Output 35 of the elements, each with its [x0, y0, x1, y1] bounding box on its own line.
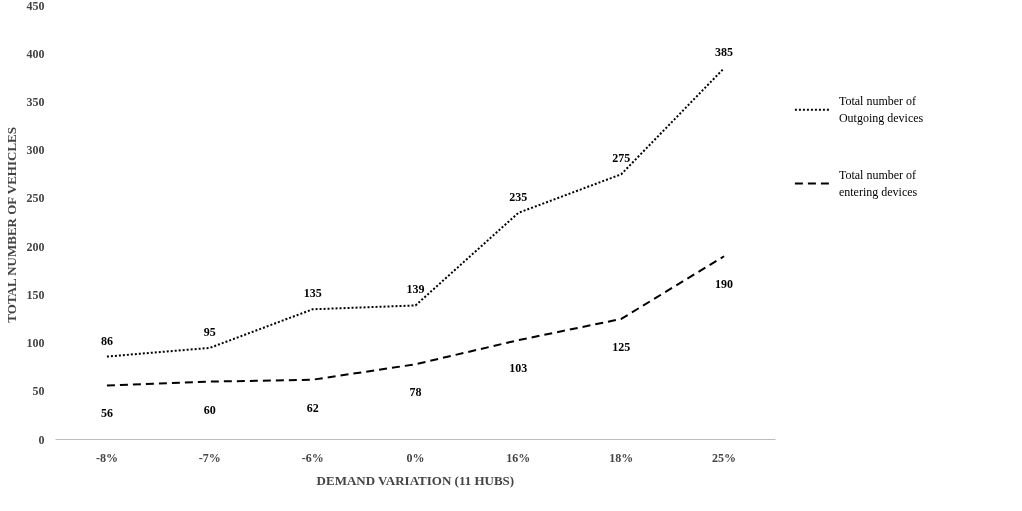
y-tick-label: 250	[26, 191, 45, 206]
data-label: 86	[100, 333, 113, 348]
data-label: 190	[715, 277, 734, 292]
x-tick-label: -6%	[301, 450, 324, 465]
data-label: 103	[509, 361, 528, 376]
data-label: 275	[612, 151, 631, 166]
y-tick-label: 150	[26, 287, 45, 302]
y-tick-label: 350	[26, 94, 45, 109]
x-tick-label: -8%	[95, 450, 118, 465]
y-tick-label: 400	[26, 46, 45, 61]
data-label: 60	[203, 402, 216, 417]
legend-label: Total number of Outgoing devices	[838, 94, 924, 126]
x-axis-title: DEMAND VARIATION (11 HUBS)	[316, 472, 515, 488]
y-tick-label: 200	[26, 239, 45, 254]
x-tick-label: 0%	[406, 450, 425, 465]
legend-label: Total number of entering devices	[838, 168, 918, 199]
data-label: 235	[509, 189, 528, 204]
data-label: 56	[100, 406, 113, 421]
y-tick-label: 100	[26, 336, 45, 351]
data-label: 78	[409, 385, 422, 400]
x-tick-label: -7%	[198, 450, 221, 465]
data-label: 139	[406, 282, 425, 297]
y-tick-label: 450	[26, 0, 45, 13]
data-label: 95	[203, 324, 216, 339]
y-axis-title: TOTAL NUMBER OF VEHICLES	[3, 127, 19, 323]
data-label: 385	[715, 45, 734, 60]
y-tick-label: 0	[38, 432, 45, 447]
data-label: 62	[306, 400, 319, 415]
data-label: 135	[303, 286, 322, 301]
x-tick-label: 16%	[506, 450, 531, 465]
x-tick-label: 18%	[609, 450, 634, 465]
x-tick-label: 25%	[712, 450, 737, 465]
data-label: 125	[612, 339, 631, 354]
y-tick-label: 50	[32, 384, 45, 399]
y-tick-label: 300	[26, 143, 45, 158]
